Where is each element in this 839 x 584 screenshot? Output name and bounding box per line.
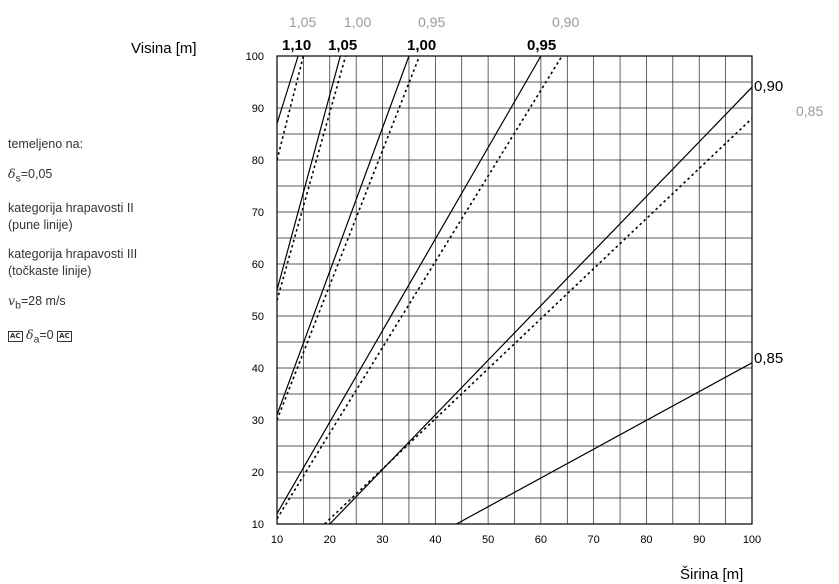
delta-a-value: =0	[39, 328, 54, 342]
y-tick-label: 40	[252, 363, 264, 375]
x-tick-label: 20	[324, 534, 336, 546]
terrain-ii-line1: kategorija hrapavosti II	[8, 200, 134, 215]
y-tick-label: 60	[252, 259, 264, 271]
series-label: 0,90	[552, 14, 579, 30]
x-tick-label: 80	[640, 534, 652, 546]
series-label: 1,00	[344, 14, 371, 30]
series-line	[277, 56, 305, 161]
series-label: 1,00	[407, 37, 436, 54]
series-label: 1,05	[328, 37, 357, 54]
legend-based-on: temeljeno na:	[8, 137, 84, 151]
ac-mark-icon: AC	[8, 331, 23, 342]
x-tick-label: 50	[482, 534, 494, 546]
delta-s-sub: s	[15, 173, 21, 185]
series-line	[277, 56, 347, 301]
y-tick-label: 20	[252, 467, 264, 479]
ac-mark-end-icon: AC	[57, 331, 72, 342]
tick-labels: 10 20 30 40 50 60 70 80 90 100 10 20 30 40 50 60 70 80 90 1…	[246, 51, 762, 546]
x-tick-label: 10	[271, 534, 283, 546]
series-label: 1,05	[289, 14, 316, 30]
x-tick-label: 70	[588, 534, 600, 546]
vb-symbol: v	[8, 292, 16, 308]
grid	[276, 55, 753, 525]
legend-terrain-iii: kategorija hrapavosti III (točkaste lini…	[8, 246, 243, 280]
y-tick-label: 70	[252, 207, 264, 219]
delta-s-symbol: δ	[8, 166, 16, 181]
vb-value: =28 m/s	[20, 293, 66, 308]
series-label: 0,95	[418, 14, 445, 30]
y-axis-label: Visina [m]	[131, 40, 197, 57]
y-tick-label: 80	[252, 155, 264, 167]
series-line	[277, 56, 542, 514]
y-tick-label: 90	[252, 103, 264, 115]
delta-a-sub: a	[33, 334, 40, 346]
series-line	[277, 56, 410, 416]
y-tick-label: 30	[252, 415, 264, 427]
terrain-ii-line2: (pune linije)	[8, 217, 73, 232]
x-tick-label: 30	[376, 534, 388, 546]
series-line	[277, 56, 299, 124]
legend-delta-a: AC δa=0 AC	[8, 326, 243, 349]
x-tick-label: 60	[535, 534, 547, 546]
series-line	[277, 56, 563, 520]
series-label: 1,10	[282, 37, 311, 54]
x-tick-label: 90	[693, 534, 705, 546]
line-labels: 1,10 1,05 1,00 0,95 0,90 0,85 1,05 1,00 0,95 0,90…	[282, 14, 823, 367]
series-line	[323, 117, 752, 524]
delta-a-symbol: δ	[26, 327, 34, 342]
series-line	[456, 362, 752, 524]
y-tick-label: 50	[252, 311, 264, 323]
x-tick-label: 40	[429, 534, 441, 546]
series-line	[277, 56, 341, 291]
series-lines	[277, 56, 752, 524]
series-label: 0,95	[527, 37, 556, 54]
x-axis-label: Širina [m]	[680, 566, 743, 583]
terrain-iii-line2: (točkaste linije)	[8, 263, 92, 278]
delta-s-value: =0,05	[20, 167, 53, 181]
series-label: 0,85	[754, 350, 783, 367]
series-line	[277, 56, 421, 421]
series-label: 0,90	[754, 78, 783, 95]
y-tick-label: 100	[246, 51, 264, 63]
series-label: 0,85	[796, 103, 823, 119]
terrain-iii-line1: kategorija hrapavosti III	[8, 246, 138, 261]
legend: temeljeno na: δs=0,05 kategorija hrapavo…	[8, 136, 243, 349]
y-tick-label: 10	[252, 519, 264, 531]
legend-delta-s: δs=0,05	[8, 165, 243, 188]
x-tick-label: 100	[743, 534, 761, 546]
legend-terrain-ii: kategorija hrapavosti II (pune linije)	[8, 200, 243, 234]
vb-sub: b	[15, 300, 21, 311]
legend-vb: vb=28 m/s	[8, 292, 243, 315]
